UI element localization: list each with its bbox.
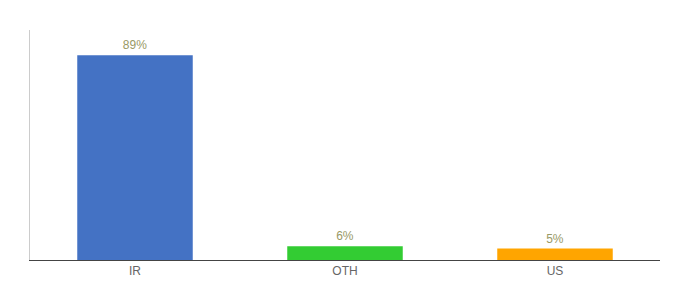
svg-text:US: US (547, 264, 564, 278)
svg-text:6%: 6% (336, 229, 354, 243)
svg-text:5%: 5% (546, 232, 564, 246)
svg-text:OTH: OTH (332, 264, 357, 278)
svg-text:IR: IR (129, 264, 141, 278)
svg-text:89%: 89% (123, 38, 147, 52)
